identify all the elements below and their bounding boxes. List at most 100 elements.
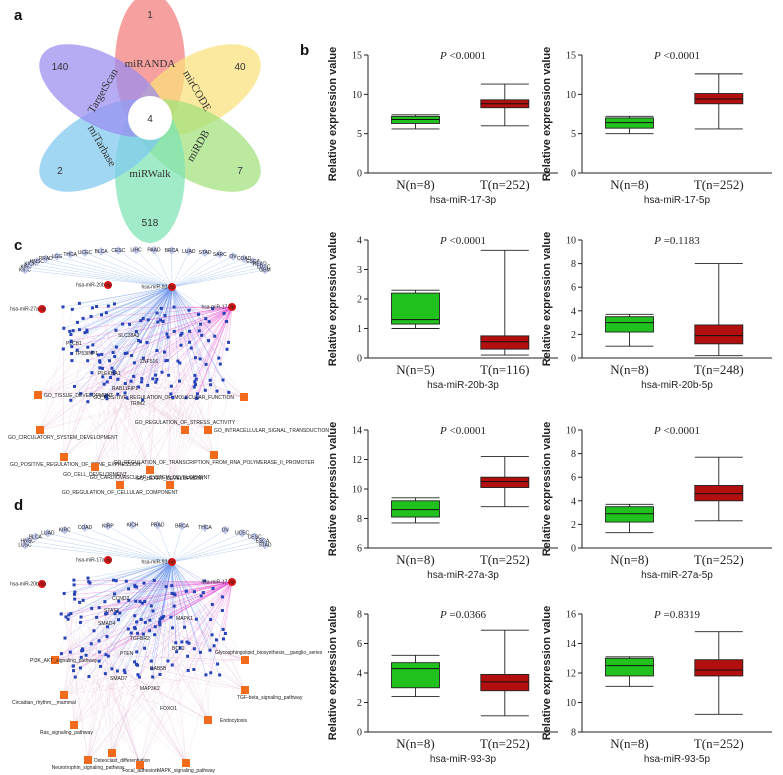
- gene-node: [207, 320, 211, 324]
- network-edge: [117, 394, 209, 431]
- gene-node: [227, 340, 231, 344]
- network-edge: [63, 385, 148, 458]
- y-tick-label: 14: [352, 426, 362, 437]
- gene-node: [218, 362, 222, 366]
- network-edge: [73, 603, 143, 726]
- gene-node: [195, 392, 199, 396]
- network-edge: [188, 581, 233, 671]
- gene-node: [136, 631, 140, 635]
- network-edge: [105, 654, 187, 764]
- cancer-label: OV: [222, 528, 230, 534]
- network-edge: [179, 306, 233, 364]
- gene-node: [145, 341, 149, 345]
- network-edge: [171, 266, 264, 288]
- network-edge: [139, 619, 211, 766]
- network-edge: [128, 600, 246, 691]
- network-edge: [119, 357, 196, 486]
- boxplot-hsa-miR-27a-3p: 6 8 10 12 14 Relative expression value P <0.00…: [327, 422, 558, 581]
- venn-count: 140: [52, 62, 69, 73]
- gene-label: SLC38A2: [118, 333, 140, 339]
- gene-node: [204, 673, 208, 677]
- annotation-node: [166, 481, 174, 489]
- gene-node: [151, 675, 155, 679]
- y-tick-label: 8: [571, 728, 576, 739]
- box-tumor: [694, 73, 744, 130]
- gene-node: [105, 397, 109, 401]
- p-value-text: <0.0001: [447, 425, 486, 437]
- network-edge: [99, 581, 233, 608]
- gene-node: [194, 617, 198, 621]
- cancer-node: [32, 257, 42, 266]
- gene-node: [162, 614, 166, 618]
- panel-letter-b: b: [300, 42, 309, 59]
- network-edge: [169, 349, 228, 486]
- network-edge: [116, 580, 233, 583]
- gene-node: [198, 650, 202, 654]
- gene-node: [209, 618, 213, 622]
- gene-node: [78, 328, 82, 332]
- p-value-text: <0.0001: [447, 235, 486, 247]
- venn-count: 7: [237, 166, 243, 177]
- network-edge: [171, 252, 206, 288]
- gene-node: [75, 320, 79, 324]
- gene-node: [211, 307, 215, 311]
- gene-node: [170, 584, 174, 588]
- annotation-node: [204, 716, 212, 724]
- x-category-label: T(n=252): [694, 552, 744, 567]
- gene-node: [73, 590, 77, 594]
- gene-node: [158, 672, 162, 676]
- network-edge: [65, 561, 173, 618]
- gene-name: hsa-miR-93-3p: [430, 754, 497, 765]
- cancer-node: [103, 521, 113, 531]
- p-value-prefix: P: [653, 609, 661, 621]
- network-edge: [119, 333, 183, 486]
- gene-node: [212, 644, 216, 648]
- network-edge: [124, 561, 173, 671]
- gene-node: [220, 608, 224, 612]
- network-edge: [87, 360, 186, 431]
- network-edge: [171, 533, 243, 563]
- cancer-node: [248, 257, 258, 266]
- network-edge: [115, 286, 173, 331]
- network-edge: [141, 286, 173, 379]
- gene-label: TP53INP1: [75, 351, 98, 357]
- gene-node: [223, 631, 227, 635]
- gene-node: [114, 328, 118, 332]
- gene-node: [136, 673, 140, 677]
- gene-node: [113, 355, 117, 359]
- network-edge: [165, 286, 173, 361]
- network-edge: [193, 669, 209, 721]
- x-category-label: T(n=248): [694, 362, 744, 377]
- annotation-node: [51, 656, 59, 664]
- network-edge: [207, 313, 225, 431]
- network-edge: [171, 525, 183, 563]
- gene-node: [186, 654, 190, 658]
- gene-node: [221, 627, 225, 631]
- gene-node: [171, 395, 175, 399]
- box-tumor: [694, 456, 744, 522]
- gene-node: [139, 617, 143, 621]
- gene-name: hsa-miR-20b-5p: [641, 380, 713, 391]
- network-edge: [125, 306, 233, 354]
- network-edge: [152, 676, 246, 691]
- network-edge: [73, 584, 141, 766]
- gene-node: [133, 614, 137, 618]
- gene-node: [158, 617, 162, 621]
- network-edge: [71, 306, 233, 342]
- network-edge: [94, 393, 171, 468]
- cancer-label: BRCA: [165, 248, 180, 254]
- gene-node: [151, 377, 155, 381]
- gene-node: [140, 601, 144, 605]
- gene-node: [128, 322, 132, 326]
- gene-node: [70, 345, 74, 349]
- network-edge: [94, 331, 175, 468]
- network-edge: [39, 308, 213, 431]
- gene-node: [140, 380, 144, 384]
- gene-node: [165, 332, 169, 336]
- network-edge: [155, 382, 215, 456]
- x-category-label: N(n=8): [396, 736, 434, 751]
- gene-label: SMAD7: [110, 676, 127, 682]
- network-edge: [106, 581, 233, 614]
- gene-node: [135, 650, 139, 654]
- mirna-node: [104, 556, 112, 564]
